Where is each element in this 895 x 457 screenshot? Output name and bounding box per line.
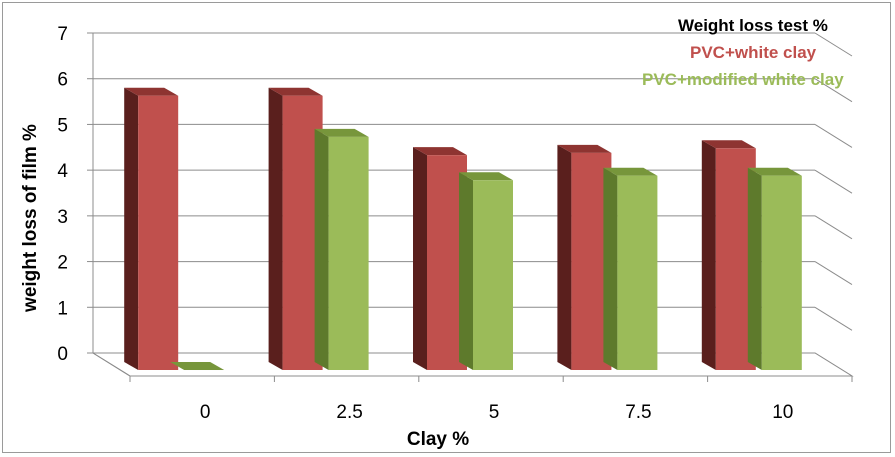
y-tick-label: 7 xyxy=(57,24,68,45)
bar-side-s1 xyxy=(413,147,427,370)
bar-s2 xyxy=(617,175,658,370)
bar-top-s1 xyxy=(124,87,179,96)
y-axis-title: weight loss of film % xyxy=(20,124,41,313)
y-tick-label: 2 xyxy=(57,253,68,274)
gridline-side xyxy=(814,124,853,148)
bar-s2 xyxy=(328,136,369,370)
bar-top-s1 xyxy=(701,140,756,149)
bar-side-s1 xyxy=(557,144,572,370)
legend-series-2: PVC+modified white clay xyxy=(642,70,844,89)
bar-side-s1 xyxy=(124,87,139,370)
bar-s1 xyxy=(138,95,179,370)
legend-series-1: PVC+white clay xyxy=(690,43,817,62)
bar-top-s2 xyxy=(747,167,802,176)
bar-side-s1 xyxy=(701,140,716,370)
bar-side-s2 xyxy=(459,172,473,370)
gridline-side xyxy=(814,261,853,285)
label-layer: 0 1 2 3 4 5 6 7 0 2.5 5 7.5 10 xyxy=(57,24,793,423)
bar-top-s2 xyxy=(314,128,369,137)
bar-top-s1 xyxy=(268,87,323,96)
bar-top-s2 xyxy=(459,172,513,181)
bar-s2 xyxy=(473,180,513,370)
y-tick-label: 3 xyxy=(57,207,68,228)
x-tick-label: 2.5 xyxy=(336,402,362,423)
bar-side-s2 xyxy=(603,167,618,370)
legend-title: Weight loss test % xyxy=(678,16,828,35)
y-tick-label: 5 xyxy=(57,115,68,136)
x-tick-label: 0 xyxy=(200,402,211,423)
x-axis-title: Clay % xyxy=(407,429,469,450)
y-tick-label: 1 xyxy=(57,298,68,319)
bar-side-s1 xyxy=(268,87,283,370)
floor-left-edge xyxy=(92,352,131,377)
y-tick-label: 0 xyxy=(57,344,68,365)
bar-top-s1 xyxy=(413,147,467,156)
bar-layer xyxy=(124,87,802,371)
y-tick-label: 4 xyxy=(57,161,68,182)
x-tick-label: 10 xyxy=(772,402,793,423)
gridline-side xyxy=(814,32,853,57)
y-tick-label: 6 xyxy=(57,70,68,91)
bar-top-s1 xyxy=(557,144,612,153)
bar-top-s2 xyxy=(603,167,658,176)
bar-top-s2 xyxy=(170,362,225,370)
gridline-side xyxy=(814,78,853,103)
x-tick-label: 5 xyxy=(489,402,500,423)
bar-side-s2 xyxy=(314,128,329,370)
x-tick-label: 7.5 xyxy=(625,402,651,423)
gridline-side xyxy=(814,169,853,194)
gridline-side xyxy=(814,306,853,331)
gridline-side xyxy=(814,215,853,240)
bar-side-s2 xyxy=(747,167,762,370)
bar-s2 xyxy=(761,175,802,370)
